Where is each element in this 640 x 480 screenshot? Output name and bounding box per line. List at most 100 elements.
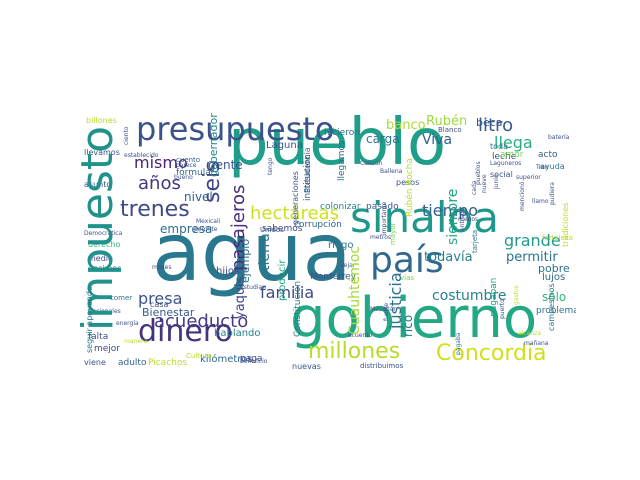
word: corrupción — [294, 220, 342, 230]
word: acuerdo — [348, 332, 373, 339]
word: Viva — [422, 132, 453, 148]
word: junio — [493, 174, 500, 189]
word: menos — [458, 216, 479, 223]
word: comer — [110, 294, 133, 302]
word: entrega — [459, 207, 466, 231]
word: hijos — [216, 266, 240, 277]
word: permitir — [506, 250, 558, 265]
word: decimos — [88, 264, 122, 273]
word: Rubén Rocha — [405, 158, 415, 217]
word: pueblo — [228, 106, 447, 180]
word: Nacionales — [88, 308, 121, 315]
word: siempre — [445, 188, 461, 245]
word: mismo — [134, 153, 188, 172]
word: meses — [152, 264, 172, 271]
word: pagaban — [489, 277, 499, 317]
word: agua — [152, 206, 352, 299]
word: estudian — [240, 284, 266, 291]
word: costumbre — [432, 288, 507, 304]
word: manera — [124, 338, 148, 345]
word: tiempo — [422, 201, 479, 220]
word: Tren — [536, 164, 549, 171]
word: social — [490, 170, 513, 179]
word: Bienestar — [142, 306, 195, 319]
word: amor — [500, 150, 524, 160]
word: Presidencia — [303, 147, 312, 193]
word: mencionó — [519, 181, 526, 211]
word: batería — [548, 134, 570, 141]
word: grande — [504, 231, 561, 250]
word: país — [370, 240, 444, 281]
word: alcanza — [518, 330, 541, 337]
word: pesos — [396, 178, 420, 187]
word: Ballena — [380, 168, 403, 175]
word: pueblos — [475, 161, 482, 185]
word: fuerte — [383, 302, 390, 321]
word: acueducto — [154, 311, 249, 332]
word: Monterrey — [310, 272, 356, 282]
word: riego — [328, 240, 354, 251]
word: empresa — [160, 222, 213, 236]
word: ayuda — [540, 162, 565, 171]
word: sabemos — [262, 224, 303, 234]
word: llevamos — [84, 148, 120, 157]
word: gastos — [513, 285, 520, 305]
word: Blanco — [438, 126, 462, 134]
word: vías — [400, 274, 415, 282]
word: permite — [194, 226, 218, 233]
word: leche — [492, 152, 517, 162]
word: pasado — [366, 202, 399, 212]
word: colonizar — [320, 202, 361, 212]
word: generaciones — [291, 171, 300, 225]
word: Democrática — [84, 230, 123, 237]
word: establecido — [124, 152, 159, 159]
word: tierra — [257, 233, 273, 271]
word: toda — [490, 142, 509, 151]
word: superior — [516, 174, 541, 181]
word: ejemplo — [239, 238, 252, 283]
word: billones — [86, 116, 117, 125]
word: lujos — [542, 272, 566, 283]
word: asunto — [84, 180, 112, 189]
word: carga — [366, 132, 400, 146]
word: cuento — [176, 156, 201, 164]
word: importante — [381, 201, 388, 235]
word: pagaba — [455, 332, 462, 355]
word: beneficio — [240, 358, 268, 365]
word: llegamos — [337, 140, 347, 181]
word: mejor — [94, 344, 121, 354]
word: kilómetros — [200, 354, 253, 365]
word: falta — [88, 332, 109, 342]
word: viene — [84, 358, 106, 367]
word: tarjeta — [471, 229, 479, 253]
word: casa — [150, 300, 169, 309]
word: hectáreas — [250, 203, 339, 224]
word: Constitución — [293, 280, 303, 337]
word: nivel — [184, 190, 213, 204]
word: tengo — [267, 157, 274, 175]
word: Picachos — [148, 358, 188, 368]
word: fórmula — [176, 168, 211, 178]
word: Rubén — [426, 114, 468, 129]
word: gente — [208, 158, 243, 172]
word: llega — [494, 133, 533, 152]
word: pudiera — [549, 182, 556, 205]
word: Cancún — [360, 160, 383, 167]
word: pobre — [538, 262, 570, 275]
word: adulto — [118, 358, 147, 368]
word: banco — [386, 118, 426, 133]
word: mayor — [389, 222, 397, 245]
word: litro — [478, 115, 514, 136]
word: millones — [308, 339, 401, 364]
word: puerto — [499, 299, 506, 319]
word: trenes — [120, 197, 190, 222]
word: medio — [88, 254, 113, 263]
word: Laguna — [266, 140, 303, 151]
word: beca — [476, 116, 503, 129]
word: distribuimos — [360, 362, 404, 370]
word: Unidos — [260, 226, 284, 234]
word: problema — [536, 306, 576, 316]
word: Cuauhtémoc — [347, 246, 363, 335]
word: todavía — [424, 250, 473, 265]
word: presupuesto — [136, 110, 335, 148]
